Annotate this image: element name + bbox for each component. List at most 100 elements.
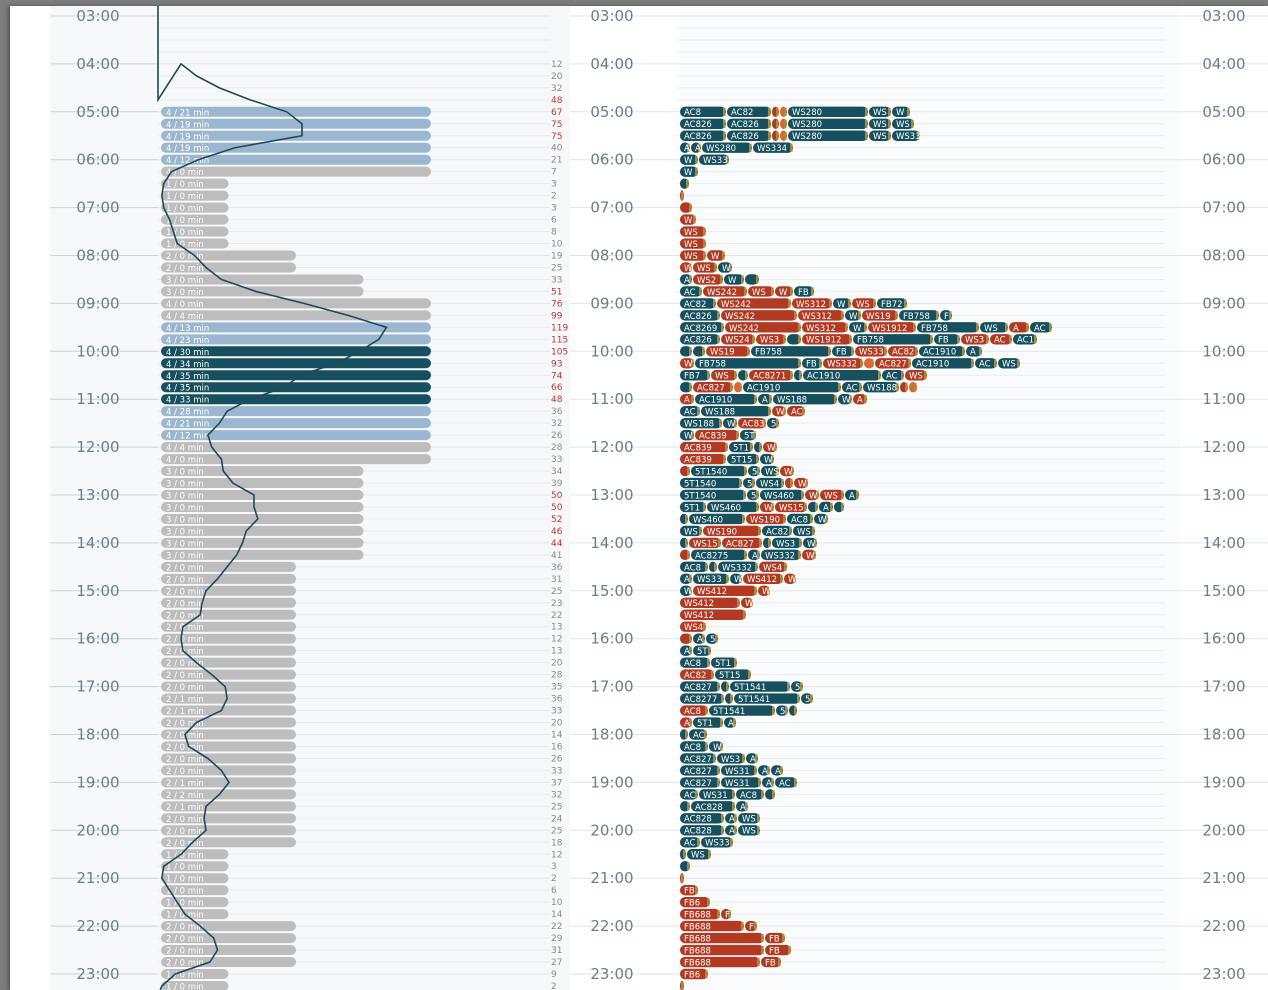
flight-label: AC827 <box>697 384 725 394</box>
flight-capsule-accent <box>849 395 852 404</box>
flight-label: 5T1 <box>697 719 713 729</box>
flight-capsule-accent <box>681 191 684 200</box>
flight-label: A <box>684 647 690 657</box>
flight-capsule-accent <box>776 119 779 128</box>
flight-capsule <box>693 274 723 285</box>
flight-capsule <box>707 501 759 513</box>
flight-capsule <box>775 777 797 788</box>
flight-label: AC <box>886 372 898 382</box>
staff-bar <box>161 693 296 704</box>
flight-capsule <box>680 250 706 261</box>
flight-capsule <box>787 405 805 417</box>
flight-capsule-accent <box>913 323 916 332</box>
flight-capsule <box>823 358 863 369</box>
flight-label: W <box>684 360 693 370</box>
flight-label: A <box>684 144 690 154</box>
time-tick-label-middle: 17:00 <box>590 678 633 696</box>
flight-label: WS <box>984 324 998 334</box>
flight-capsule-accent <box>771 455 774 464</box>
flight-capsule <box>703 525 761 537</box>
passenger-count-label: 12 <box>551 60 562 70</box>
staff-bar-label: 4 / 30 min <box>166 348 209 358</box>
staff-bar-label: 1 / 0 min <box>166 899 204 909</box>
time-tick-label-left: 07:00 <box>76 199 119 217</box>
flight-label: FB688 <box>684 911 711 921</box>
flight-capsule-accent <box>707 658 710 667</box>
flight-label: 5T1541 <box>734 683 766 693</box>
flight-label: FB688 <box>684 958 711 968</box>
flight-label: AC82 <box>731 108 753 118</box>
flight-capsule-accent <box>691 431 694 440</box>
staff-bar-label: 4 / 34 min <box>166 360 209 370</box>
flight-capsule <box>980 322 1008 333</box>
flight-label: FB <box>806 360 817 370</box>
flight-capsule <box>758 394 772 405</box>
staff-bar-label: 2 / 0 min <box>166 827 204 837</box>
flight-label: FB <box>798 288 809 298</box>
flight-capsule <box>680 358 694 369</box>
flight-capsule <box>721 777 761 788</box>
staff-bar-label: 2 / 0 min <box>166 264 204 274</box>
flight-capsule <box>761 465 779 477</box>
flight-capsule-accent <box>758 526 761 535</box>
flight-capsule-accent <box>686 179 689 188</box>
time-tick-label-left: 03:00 <box>76 7 119 25</box>
staff-bar <box>161 753 296 764</box>
flight-capsule-accent <box>755 754 758 763</box>
flight-capsule-accent <box>705 970 708 978</box>
flight-capsule <box>680 118 726 129</box>
flight-capsule <box>803 537 817 549</box>
flight-capsule <box>680 298 716 309</box>
time-tick-label-right: 20:00 <box>1202 821 1245 839</box>
flight-capsule-accent <box>681 981 684 990</box>
flight-capsule <box>802 334 852 345</box>
flight-capsule <box>753 142 793 153</box>
flight-capsule <box>680 669 714 680</box>
flight-capsule <box>738 813 760 824</box>
flight-capsule-accent <box>864 323 867 332</box>
staff-bar <box>161 334 431 345</box>
passenger-count-label: 24 <box>551 814 563 824</box>
flight-capsule <box>680 932 764 944</box>
flight-capsule-accent <box>776 419 779 428</box>
flight-capsule <box>763 441 777 453</box>
flight-capsule-accent <box>859 383 862 392</box>
flight-capsule <box>852 298 876 309</box>
passenger-count-label: 36 <box>551 563 563 573</box>
flight-capsule <box>680 884 698 896</box>
flight-capsule-accent <box>781 479 784 488</box>
staff-bar-label: 3 / 0 min <box>166 480 204 490</box>
flight-label: AC <box>684 839 696 849</box>
staff-bar-label: 1 / 0 min <box>166 887 204 897</box>
flight-capsule <box>680 370 710 381</box>
flight-label: 5T1541 <box>738 695 770 705</box>
passenger-count-label: 39 <box>551 479 563 489</box>
flight-label: WS <box>797 527 811 537</box>
flight-capsule <box>749 370 793 381</box>
time-tick-label-middle: 22:00 <box>590 917 633 935</box>
flight-capsule <box>680 525 702 537</box>
time-tick-label-left: 22:00 <box>76 917 119 935</box>
flight-capsule-accent <box>873 299 876 308</box>
flight-label: WS242 <box>725 312 755 322</box>
staff-bar <box>161 358 431 369</box>
flight-capsule-accent <box>849 335 852 344</box>
staff-bar-label: 2 / 0 min <box>166 923 204 933</box>
flight-capsule <box>689 513 745 525</box>
flight-label: AC <box>693 731 705 741</box>
time-tick-label-left: 19:00 <box>76 773 119 791</box>
flight-capsule <box>919 346 965 357</box>
flight-capsule-accent <box>723 455 726 464</box>
staff-bar <box>161 442 431 453</box>
flight-capsule <box>695 429 739 441</box>
flight-capsule <box>802 549 816 561</box>
flight-capsule-accent <box>757 958 760 967</box>
flight-capsule <box>759 561 787 573</box>
flight-capsule <box>855 346 887 357</box>
flight-label: WS2 <box>697 276 716 286</box>
flight-capsule <box>730 681 790 692</box>
staff-bar-label: 2 / 1 min <box>166 695 204 705</box>
flight-label: AC826 <box>731 132 759 142</box>
staff-bar-label: 3 / 0 min <box>166 288 204 298</box>
flight-capsule-accent <box>783 514 786 523</box>
